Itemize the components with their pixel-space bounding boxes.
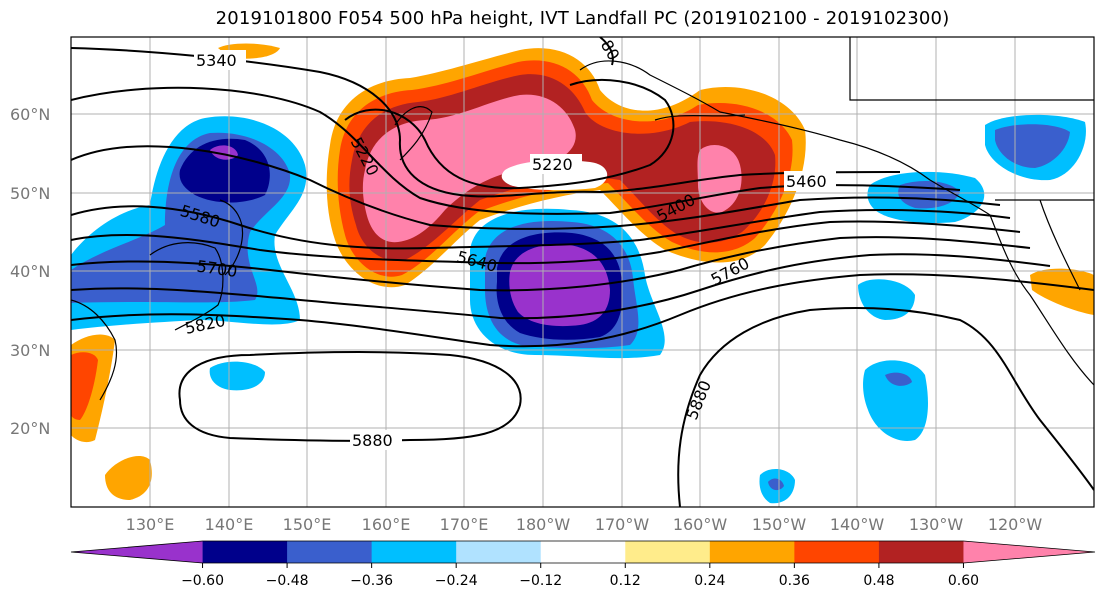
map-title: 2019101800 F054 500 hPa height, IVT Land…: [215, 8, 950, 29]
lon-label: 150°W: [752, 515, 807, 534]
contour-label: 5880: [352, 431, 393, 450]
gridlines: [71, 37, 1094, 507]
contour-5880-west: [178, 350, 522, 442]
lon-label: 160°W: [673, 515, 728, 534]
neg-anomaly-central-pacific-core: [509, 244, 610, 327]
lat-label: 50°N: [10, 184, 50, 203]
lon-label: 150°E: [283, 515, 332, 534]
lat-label: 60°N: [10, 105, 50, 124]
lon-label: 160°E: [362, 515, 411, 534]
lon-label: 170°E: [440, 515, 489, 534]
neg-anomaly-bc-inner: [995, 124, 1070, 168]
pos-anomaly-west-coast: [1030, 268, 1094, 315]
colorbar-segment: [794, 541, 880, 563]
colorbar-segment: [456, 541, 542, 563]
contour-5220: [344, 79, 675, 190]
colorbar-tick-label: −0.36: [350, 573, 393, 589]
contour-label: 5340: [196, 51, 237, 70]
colorbar-segment: [540, 541, 626, 563]
lat-label: 20°N: [10, 419, 50, 438]
map-frame: [70, 36, 1095, 508]
contour-5820: [71, 273, 1094, 348]
colorbar-segment: [71, 541, 203, 563]
lat-label: 30°N: [10, 341, 50, 360]
contour-5340: [71, 47, 901, 198]
contour-5580: [71, 205, 1011, 250]
contour-5760: [71, 253, 1051, 320]
longitude-labels: 130°E 140°E 150°E 160°E 170°E 180°W 170°…: [126, 515, 1043, 534]
contour-5640: [71, 220, 1021, 265]
contour-5880-east: [677, 307, 1094, 507]
colorbar-tick-label: 0.12: [610, 573, 641, 589]
colorbar: [70, 540, 1096, 568]
pos-anomaly-philippines: [105, 455, 152, 500]
colorbar-tick-label: 0.60: [948, 573, 979, 589]
colorbar-segment: [287, 541, 373, 563]
contour-5460: [71, 145, 1001, 230]
neg-anomaly-japan-core: [179, 138, 270, 203]
colorbar-tick-label: 0.36: [779, 573, 810, 589]
pos-anomaly-bering-peak: [362, 94, 576, 243]
colorbar-tick-label: −0.12: [519, 573, 562, 589]
lon-label: 140°W: [830, 515, 885, 534]
neg-anomaly-south-inner: [768, 478, 784, 491]
contour-label: 5460: [786, 172, 827, 191]
lon-label: 120°W: [988, 515, 1043, 534]
colorbar-segment: [202, 541, 288, 563]
latitude-labels: 60°N 50°N 40°N 30°N 20°N: [10, 105, 50, 438]
colorbar-tick-label: −0.24: [435, 573, 478, 589]
lon-label: 130°W: [909, 515, 964, 534]
colorbar-segment: [878, 541, 964, 563]
lon-label: 140°E: [205, 515, 254, 534]
neg-anomaly-subtropic: [863, 360, 928, 441]
contour-5700: [71, 236, 1031, 292]
lon-label: 180°W: [516, 515, 571, 534]
lon-label: 170°W: [595, 515, 650, 534]
colorbar-tick-labels: −0.60 −0.48 −0.36 −0.24 −0.12 0.12 0.24 0.36 0.4…: [181, 573, 979, 589]
colorbar-segment: [625, 541, 711, 563]
contour-label: 5220: [532, 155, 573, 174]
coastlines: [71, 37, 1094, 401]
colorbar-tick-label: −0.60: [181, 573, 224, 589]
colorbar-segment: [963, 541, 1095, 563]
colorbar-tick-label: 0.48: [863, 573, 894, 589]
colorbar-tick-label: 0.24: [694, 573, 725, 589]
contour-north-80: [599, 37, 614, 66]
colorbar-segment: [709, 541, 795, 563]
neg-anomaly-subtropic-inner: [885, 372, 912, 386]
contour-labels: 5340 5220 5220 5580 5700 5820 5640 5400 …: [178, 37, 836, 450]
colorbar-tick-label: −0.48: [266, 573, 309, 589]
lon-label: 130°E: [126, 515, 175, 534]
colorbar-segment: [371, 541, 457, 563]
neg-anomaly-far-east: [209, 361, 265, 391]
lat-label: 40°N: [10, 262, 50, 281]
pos-anomaly-s-china-inner: [71, 352, 98, 420]
